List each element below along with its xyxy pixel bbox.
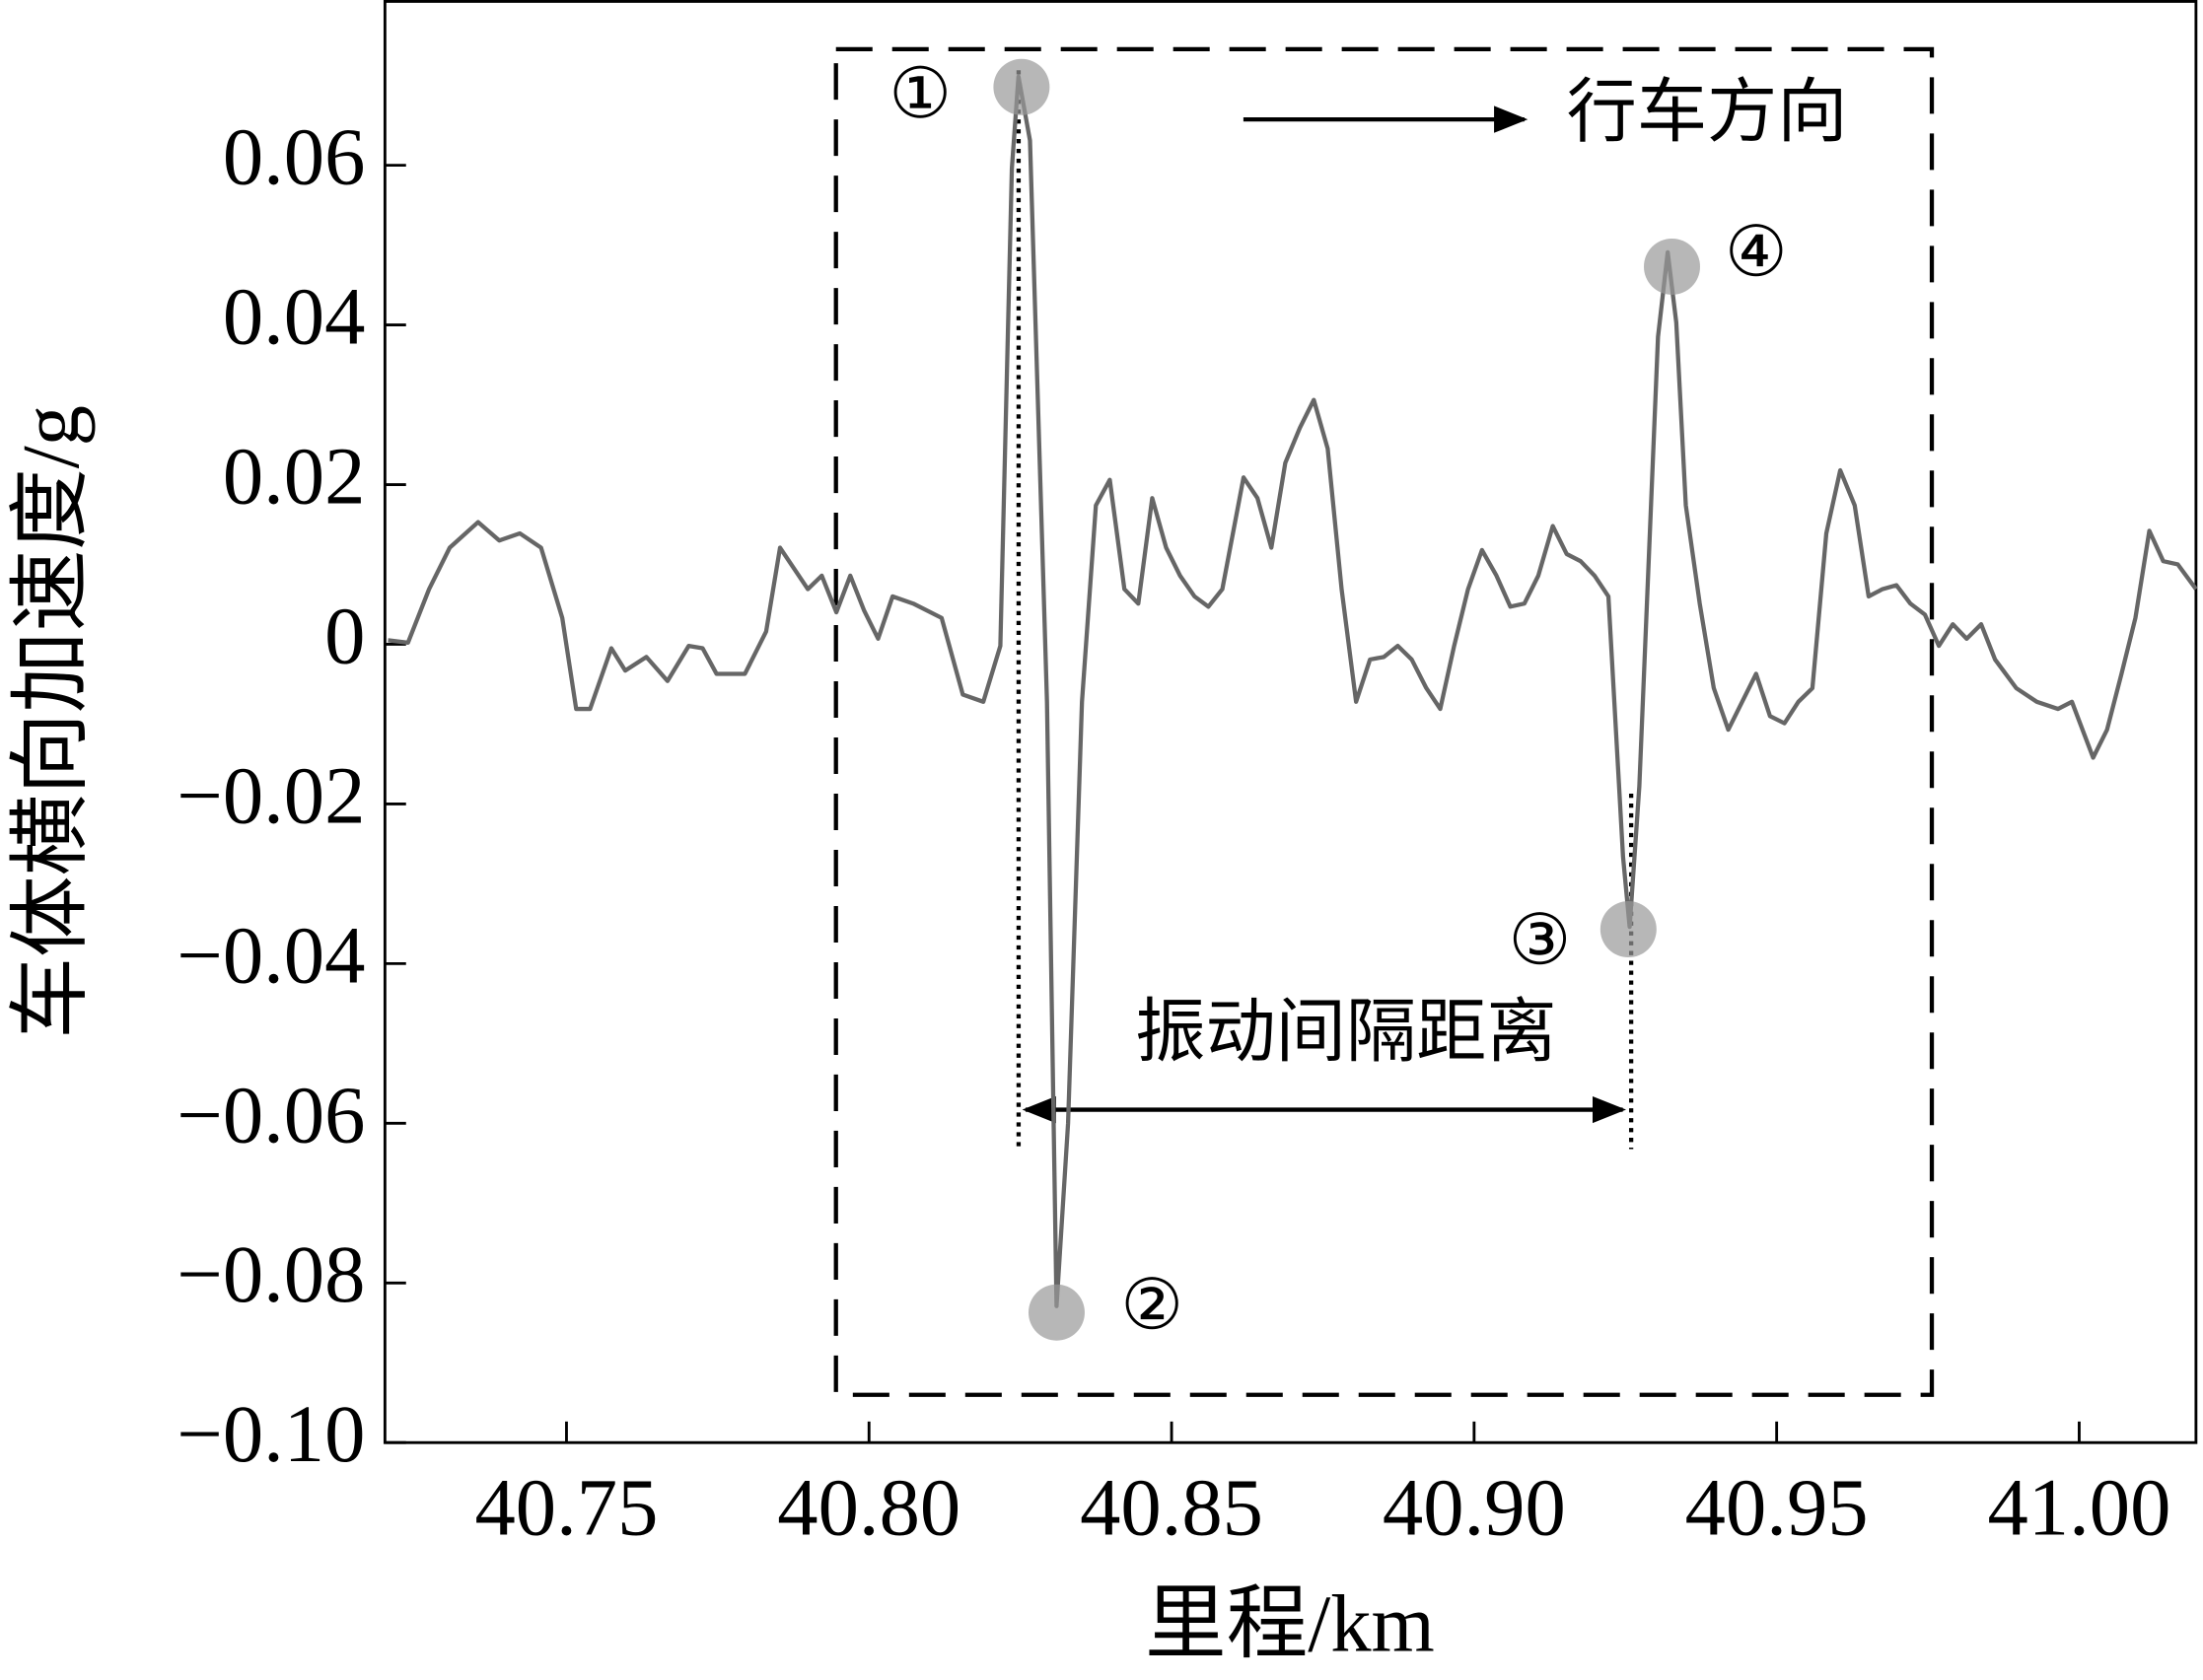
y-tick-label: −0.04	[177, 909, 365, 1000]
y-tick-label: 0.04	[223, 271, 366, 362]
y-tick-label: −0.10	[177, 1388, 365, 1479]
peak-label: ④	[1725, 215, 1788, 292]
direction-label: 行车方向	[1567, 74, 1848, 151]
x-tick-label: 40.90	[1383, 1461, 1566, 1552]
peak-marker	[1028, 1284, 1085, 1341]
x-tick-label: 40.75	[475, 1461, 659, 1552]
y-tick-label: −0.06	[177, 1069, 365, 1159]
plot-frame	[383, 0, 2198, 1444]
x-tick-label: 41.00	[1987, 1461, 2170, 1552]
peak-label: ①	[888, 56, 952, 133]
y-tick-label: 0.06	[223, 111, 366, 202]
data-line	[388, 74, 2198, 1308]
y-tick-label: 0	[324, 590, 365, 680]
x-tick-label: 40.95	[1685, 1461, 1869, 1552]
peak-label: ③	[1509, 902, 1572, 979]
y-tick-label: 0.02	[223, 430, 366, 521]
y-axis-label: 车体横向加速度/g	[5, 405, 96, 1039]
x-tick-label: 40.85	[1080, 1461, 1263, 1552]
y-tick-label: −0.02	[177, 749, 365, 840]
peak-label: ②	[1120, 1268, 1183, 1345]
interval-label: 振动间隔距离	[1135, 995, 1556, 1072]
highlight-box	[833, 46, 1935, 1397]
x-tick-label: 40.80	[777, 1461, 960, 1552]
peak-marker	[993, 58, 1050, 115]
peak-marker	[1599, 901, 1657, 958]
peak-marker	[1644, 238, 1700, 295]
x-axis-label: 里程/km	[1145, 1578, 1435, 1669]
y-tick-label: −0.08	[177, 1228, 365, 1319]
